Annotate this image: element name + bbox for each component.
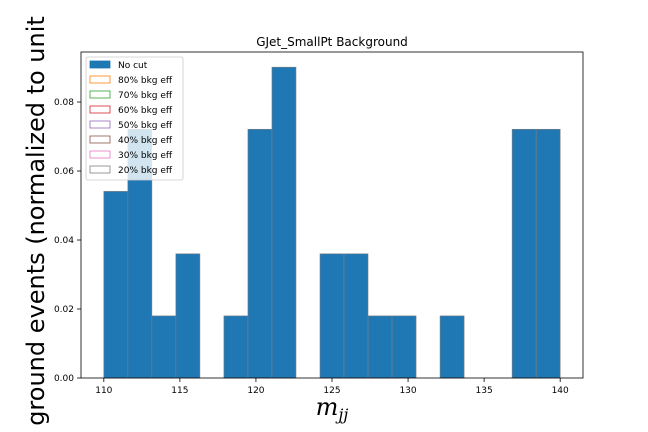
legend-label: 40% bkg eff bbox=[118, 136, 173, 146]
legend-swatch bbox=[89, 150, 111, 159]
histogram-bar bbox=[439, 315, 465, 379]
legend-label: 30% bkg eff bbox=[118, 151, 173, 161]
x-tick-label: 120 bbox=[247, 386, 264, 396]
legend-swatch bbox=[89, 90, 111, 99]
histogram-bar bbox=[271, 66, 297, 379]
legend-swatch bbox=[89, 105, 111, 114]
x-tick-label: 135 bbox=[476, 386, 493, 396]
histogram-bar bbox=[247, 128, 273, 379]
y-tick-label: 0.02 bbox=[54, 305, 74, 315]
y-tick-label: 0.00 bbox=[54, 374, 74, 384]
x-tick-label: 110 bbox=[95, 386, 112, 396]
legend-label: 20% bkg eff bbox=[118, 166, 173, 176]
histogram-bars bbox=[103, 66, 561, 379]
x-axis-label-main: m bbox=[316, 393, 339, 421]
legend-label: 80% bkg eff bbox=[118, 76, 173, 86]
histogram-bar bbox=[175, 253, 201, 379]
histogram-bar bbox=[223, 315, 249, 379]
x-tick-label: 140 bbox=[552, 386, 569, 396]
histogram-bar bbox=[367, 315, 393, 379]
chart-title: GJet_SmallPt Background bbox=[256, 35, 408, 49]
y-tick-label: 0.04 bbox=[54, 236, 74, 246]
legend-label: No cut bbox=[118, 61, 148, 71]
y-tick-label: 0.06 bbox=[54, 167, 74, 177]
legend: No cut 80% bkg eff 70% bkg eff 60% bkg eff 5… bbox=[85, 56, 184, 181]
histogram-bar bbox=[319, 253, 345, 379]
y-tick-label: 0.08 bbox=[54, 98, 74, 108]
legend-box bbox=[85, 56, 184, 181]
histogram-bar bbox=[511, 128, 537, 379]
legend-swatch bbox=[89, 60, 111, 69]
legend-label: 60% bkg eff bbox=[118, 106, 173, 116]
legend-label: 70% bkg eff bbox=[118, 91, 173, 101]
x-axis-label-subscript: jj bbox=[335, 405, 348, 424]
y-axis-ticks: 0.00 0.02 0.04 0.06 0.08 bbox=[54, 98, 81, 384]
legend-swatch bbox=[89, 75, 111, 84]
legend-swatch bbox=[89, 120, 111, 129]
x-tick-label: 130 bbox=[399, 386, 416, 396]
x-tick-label: 115 bbox=[171, 386, 188, 396]
legend-swatch bbox=[89, 135, 111, 144]
histogram-bar bbox=[151, 315, 177, 379]
histogram-bar bbox=[103, 191, 129, 379]
histogram-bar bbox=[391, 315, 417, 379]
histogram-bar bbox=[535, 128, 561, 379]
legend-swatch bbox=[89, 165, 111, 174]
x-tick-label: 125 bbox=[323, 386, 340, 396]
x-axis-label: mjj bbox=[316, 393, 349, 424]
legend-label: 50% bkg eff bbox=[118, 121, 173, 131]
x-axis-ticks: 110 115 120 125 130 135 140 bbox=[95, 378, 569, 396]
y-axis-label: ground events (normalized to unit bbox=[22, 16, 50, 426]
histogram-bar bbox=[343, 253, 369, 379]
